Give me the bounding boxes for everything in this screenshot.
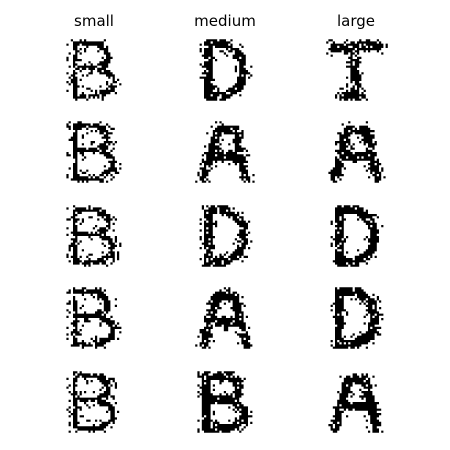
glyph-r2-c1 bbox=[66, 121, 121, 183]
glyph-r5-c2 bbox=[197, 371, 252, 433]
glyph-pixels bbox=[195, 287, 252, 349]
glyph-r4-c2 bbox=[195, 287, 252, 349]
glyph-r5-c1 bbox=[66, 371, 119, 433]
glyph-pixels bbox=[66, 205, 121, 267]
glyph-pixels bbox=[200, 39, 253, 101]
glyph-pixels bbox=[195, 121, 254, 183]
glyph-r2-c3 bbox=[328, 121, 385, 183]
glyph-r1-c1 bbox=[66, 39, 121, 101]
glyph-r1-c2 bbox=[200, 39, 253, 101]
glyph-r3-c2 bbox=[200, 205, 253, 267]
glyph-r3-c1 bbox=[66, 205, 121, 267]
glyph-pixels bbox=[328, 121, 385, 183]
glyph-pixels bbox=[66, 121, 121, 183]
glyph-r1-c3 bbox=[326, 39, 388, 101]
glyph-pixels bbox=[328, 373, 383, 432]
glyph-r4-c1 bbox=[66, 287, 121, 349]
glyph-pixels bbox=[66, 371, 119, 433]
glyph-pixels bbox=[66, 39, 121, 101]
glyph-pixels bbox=[197, 371, 252, 433]
glyph-r5-c3 bbox=[328, 373, 383, 432]
glyph-pixels bbox=[331, 205, 384, 267]
glyph-pixels bbox=[331, 287, 384, 349]
glyph-r2-c2 bbox=[195, 121, 254, 183]
glyph-r3-c3 bbox=[331, 205, 384, 267]
glyph-pixels bbox=[66, 287, 121, 349]
glyph-pixels bbox=[326, 39, 388, 101]
glyph-pixels bbox=[200, 205, 253, 267]
glyph-r4-c3 bbox=[331, 287, 384, 349]
